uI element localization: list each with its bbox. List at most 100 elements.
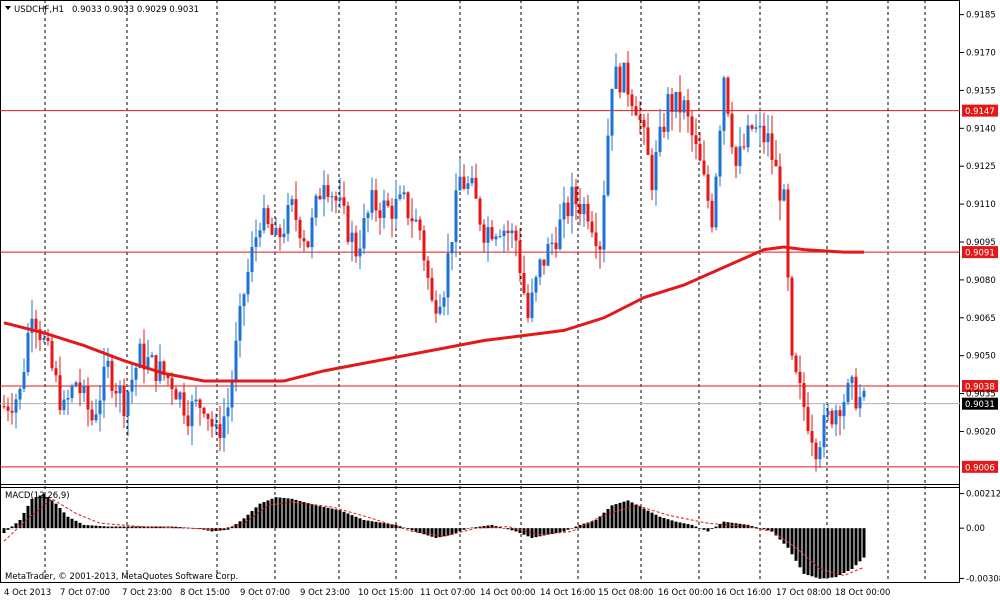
candle-body <box>598 246 602 250</box>
macd-bar <box>798 528 802 568</box>
macd-bar <box>58 508 62 529</box>
candle-body <box>690 116 694 136</box>
candle-body <box>322 185 326 200</box>
macd-bar <box>238 521 242 529</box>
candle-body <box>786 189 790 278</box>
candle-body <box>234 340 238 381</box>
macd-bar <box>246 514 250 529</box>
macd-bar <box>470 527 474 529</box>
macd-bar <box>658 516 662 529</box>
macd-bar <box>378 522 382 529</box>
candle-body <box>518 240 522 273</box>
chevron-down-icon[interactable] <box>5 6 11 10</box>
macd-bar <box>610 505 614 529</box>
candlestick-series <box>2 51 866 472</box>
level-price-label: 0.9006 <box>965 463 995 473</box>
candle-body <box>650 154 654 191</box>
macd-bar <box>718 524 722 529</box>
macd-bar <box>134 526 138 529</box>
macd-bar <box>854 528 858 566</box>
candle-body <box>506 230 510 234</box>
macd-bar <box>114 526 118 529</box>
candle-body <box>722 77 726 131</box>
level-price-box <box>962 246 998 259</box>
candle-body <box>854 376 858 409</box>
candle-body <box>654 152 658 191</box>
candle-body <box>450 241 454 254</box>
macd-bar <box>122 526 126 529</box>
candle-body <box>714 176 718 228</box>
macd-bar <box>474 527 478 529</box>
candle-body <box>406 192 410 219</box>
candle-body <box>294 199 298 220</box>
current-price-box <box>962 397 998 410</box>
macd-tick-label: 0.00 <box>966 524 985 534</box>
candle-body <box>418 219 422 231</box>
macd-bar <box>258 503 262 529</box>
macd-bar <box>110 526 114 529</box>
candle-body <box>534 277 538 293</box>
candle-body <box>858 397 862 409</box>
candle-body <box>394 198 398 219</box>
macd-bar <box>326 507 330 529</box>
macd-bar <box>538 528 542 537</box>
candle-body <box>314 195 318 218</box>
macd-bar <box>422 528 426 535</box>
price-tick-label: 0.9080 <box>966 276 996 286</box>
candle-body <box>702 160 706 175</box>
macd-bar <box>2 528 6 534</box>
macd-bar <box>822 528 826 579</box>
macd-bar <box>198 528 202 529</box>
macd-bar <box>562 528 566 532</box>
macd-bar <box>666 519 670 529</box>
candle-body <box>642 120 646 128</box>
candle-body <box>646 127 650 155</box>
candle-body <box>290 199 294 206</box>
macd-bar <box>102 526 106 529</box>
candle-body <box>58 375 62 411</box>
candle-body <box>622 62 626 93</box>
macd-bar <box>50 500 54 529</box>
time-tick-label: 14 Oct 16:00 <box>540 588 595 598</box>
candle-body <box>510 230 514 234</box>
candle-body <box>746 125 750 148</box>
time-tick-label: 18 Oct 00:00 <box>835 588 890 598</box>
macd-bar <box>266 500 270 529</box>
time-tick-label: 7 Oct 23:00 <box>122 588 172 598</box>
macd-bar <box>518 528 522 534</box>
candle-body <box>486 227 490 243</box>
macd-bar <box>618 502 622 529</box>
candle-body <box>250 247 254 272</box>
macd-bar <box>586 522 590 529</box>
macd-bar <box>350 515 354 529</box>
macd-bar <box>846 528 850 571</box>
level-price-label: 0.9091 <box>965 249 995 259</box>
macd-bar <box>602 512 606 529</box>
macd-bar <box>10 526 14 529</box>
candle-body <box>586 203 590 222</box>
candle-body <box>694 135 698 145</box>
candle-body <box>522 272 526 293</box>
macd-bar <box>698 528 702 529</box>
candle-body <box>90 409 94 421</box>
macd-bar <box>418 528 422 534</box>
macd-bar <box>814 528 818 578</box>
macd-bar <box>174 526 178 529</box>
macd-bar <box>850 528 854 569</box>
candle-body <box>806 407 810 432</box>
macd-bar <box>506 528 510 530</box>
candle-body <box>478 198 482 225</box>
time-tick-label: 9 Oct 23:00 <box>300 588 350 598</box>
candle-body <box>850 376 854 384</box>
candle-body <box>342 197 346 206</box>
macd-bar <box>314 505 318 529</box>
candle-body <box>430 277 434 301</box>
candle-body <box>570 186 574 217</box>
candle-body <box>454 190 458 242</box>
candle-body <box>254 237 258 248</box>
candle-body <box>710 200 714 228</box>
macd-bar <box>670 520 674 529</box>
macd-bar <box>590 521 594 529</box>
macd-bar <box>674 521 678 529</box>
